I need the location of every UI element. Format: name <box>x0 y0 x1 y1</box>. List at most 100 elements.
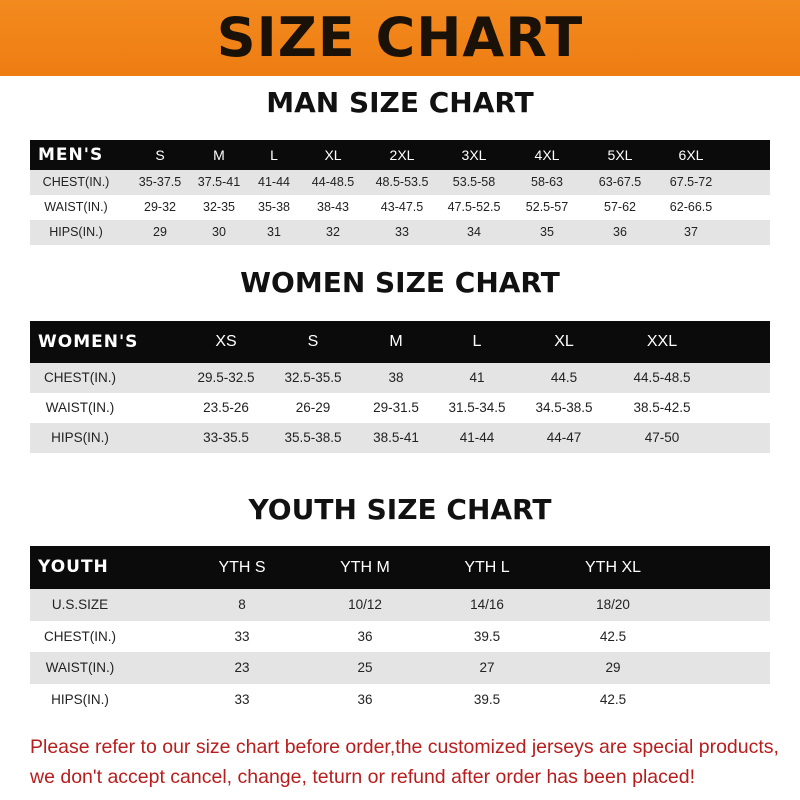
row-label: U.S.SIZE <box>51 597 109 612</box>
table-cell: 29-32 <box>144 200 176 214</box>
size-header: XXL <box>646 333 678 350</box>
table-cell: 33 <box>234 628 250 644</box>
row-label: WAIST(IN.) <box>45 400 115 415</box>
size-header: YTH S <box>218 559 266 576</box>
table-cell: 38 <box>388 370 404 385</box>
table-cell: 58-63 <box>531 175 563 189</box>
table-cell: 29.5-32.5 <box>197 370 255 385</box>
size-header: 6XL <box>678 147 704 163</box>
size-header: S <box>307 333 319 350</box>
table-cell: 30 <box>212 225 226 239</box>
table-row: CHEST(IN.) 35-37.5 37.5-41 41-44 44-48.5 48.5… <box>30 170 770 195</box>
table-cell: 38-43 <box>317 200 349 214</box>
table-row: HIPS(IN.) 33-35.5 35.5-38.5 38.5-41 41-44 44-… <box>30 423 770 453</box>
banner-title: SIZE CHART <box>216 6 584 69</box>
size-header: L <box>270 147 278 163</box>
table-cell: 47-50 <box>644 430 680 445</box>
table-row: U.S.SIZE 8 10/12 14/16 18/20 <box>30 589 770 621</box>
table-cell: 37.5-41 <box>197 175 241 189</box>
table-cell: 29 <box>605 660 621 675</box>
table-cell: 32-35 <box>203 200 235 214</box>
table-cell: 41-44 <box>459 430 495 445</box>
size-header: S <box>155 147 165 163</box>
table-cell: 36 <box>357 628 373 644</box>
size-header: 4XL <box>534 147 560 163</box>
table-cell: 29 <box>153 225 167 239</box>
row-label: CHEST(IN.) <box>44 628 116 644</box>
table-cell: 44.5 <box>550 370 578 385</box>
table-cell: 33-35.5 <box>203 430 249 445</box>
row-label: HIPS(IN.) <box>51 691 109 707</box>
size-header: YTH L <box>464 559 510 576</box>
table-cell: 63-67.5 <box>598 175 642 189</box>
table-cell: 38.5-42.5 <box>633 400 691 415</box>
table-cell: 32.5-35.5 <box>284 370 342 385</box>
table-cell: 37 <box>684 225 698 239</box>
table-cell: 44-48.5 <box>311 175 355 189</box>
row-label: WAIST(IN.) <box>45 660 115 675</box>
row-label: HIPS(IN.) <box>49 225 103 239</box>
men-header-label: MEN'S <box>38 145 104 165</box>
table-cell: 35 <box>540 225 554 239</box>
table-cell: 42.5 <box>599 691 627 707</box>
row-label: HIPS(IN.) <box>51 430 109 445</box>
table-cell: 26-29 <box>295 400 331 415</box>
table-row: WAIST(IN.) 23 25 27 29 <box>30 652 770 684</box>
table-row: CHEST(IN.) 29.5-32.5 32.5-35.5 38 41 44.5 44.5… <box>30 363 770 393</box>
table-cell: 31 <box>267 225 281 239</box>
size-header: XL <box>324 147 342 163</box>
size-header: YTH M <box>340 559 390 576</box>
table-row: WAIST(IN.) 29-32 32-35 35-38 38-43 43-47.5 47.… <box>30 195 770 220</box>
women-section-title: WOMEN SIZE CHART <box>240 266 560 299</box>
table-cell: 27 <box>479 660 495 675</box>
table-cell: 57-62 <box>604 200 636 214</box>
size-chart-banner: SIZE CHART <box>0 0 800 76</box>
table-row: HIPS(IN.) 29 30 31 32 33 34 35 36 37 <box>30 220 770 245</box>
table-cell: 32 <box>326 225 340 239</box>
table-cell: 33 <box>395 225 409 239</box>
table-cell: 35.5-38.5 <box>284 430 342 445</box>
youth-section-title: YOUTH SIZE CHART <box>248 493 552 526</box>
men-header-row: MEN'S S M L XL 2XL 3XL 4XL 5XL 6XL <box>30 140 770 170</box>
size-header: XL <box>554 333 574 350</box>
table-cell: 67.5-72 <box>669 175 713 189</box>
size-header: 3XL <box>461 147 487 163</box>
table-cell: 14/16 <box>470 597 504 612</box>
size-header: YTH XL <box>584 559 642 576</box>
table-cell: 35-37.5 <box>138 175 182 189</box>
women-header-label: WOMEN'S <box>38 332 139 352</box>
table-cell: 48.5-53.5 <box>375 175 429 189</box>
table-cell: 44.5-48.5 <box>633 370 691 385</box>
size-header: XS <box>215 333 237 350</box>
men-section-title: MAN SIZE CHART <box>266 86 534 119</box>
table-cell: 23.5-26 <box>203 400 249 415</box>
table-row: WAIST(IN.) 23.5-26 26-29 29-31.5 31.5-34.5 34… <box>30 393 770 423</box>
size-header: L <box>472 333 482 350</box>
table-cell: 62-66.5 <box>669 200 713 214</box>
table-cell: 52.5-57 <box>525 200 569 214</box>
table-cell: 43-47.5 <box>380 200 424 214</box>
table-cell: 36 <box>613 225 627 239</box>
table-cell: 18/20 <box>596 597 630 612</box>
table-cell: 33 <box>234 691 250 707</box>
row-label: CHEST(IN.) <box>44 370 116 385</box>
youth-header-label: YOUTH <box>38 557 109 577</box>
row-label: WAIST(IN.) <box>44 200 108 214</box>
size-header: M <box>389 333 403 350</box>
table-cell: 34 <box>467 225 481 239</box>
table-cell: 23 <box>234 660 250 675</box>
table-cell: 8 <box>238 597 246 612</box>
table-cell: 25 <box>357 660 373 675</box>
table-cell: 36 <box>357 691 373 707</box>
table-row: CHEST(IN.) 33 36 39.5 42.5 <box>30 621 770 653</box>
table-cell: 39.5 <box>473 628 501 644</box>
table-cell: 44-47 <box>546 430 582 445</box>
table-cell: 31.5-34.5 <box>448 400 506 415</box>
table-cell: 47.5-52.5 <box>447 200 501 214</box>
table-cell: 53.5-58 <box>452 175 496 189</box>
table-cell: 41 <box>469 370 485 385</box>
size-header: 5XL <box>607 147 633 163</box>
table-cell: 10/12 <box>348 597 382 612</box>
table-cell: 41-44 <box>258 175 290 189</box>
table-cell: 38.5-41 <box>373 430 419 445</box>
